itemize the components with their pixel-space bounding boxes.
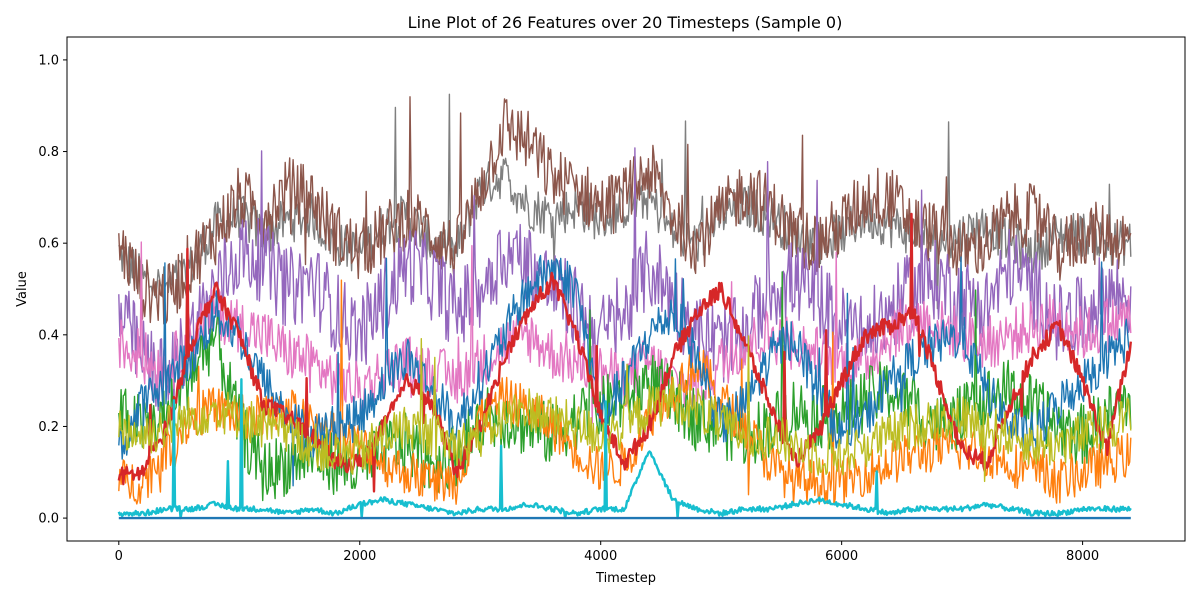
x-tick-label: 6000 bbox=[825, 549, 858, 564]
x-tick-label: 4000 bbox=[584, 549, 617, 564]
x-tick-label: 0 bbox=[115, 549, 123, 564]
x-tick-label: 8000 bbox=[1066, 549, 1099, 564]
series-layer bbox=[117, 93, 1132, 520]
series-line-7 bbox=[118, 254, 1132, 487]
x-tick-label: 2000 bbox=[343, 549, 376, 564]
x-axis-title: Timestep bbox=[595, 571, 656, 586]
y-tick-label: 0.2 bbox=[38, 420, 59, 435]
series-line-10 bbox=[117, 378, 1132, 520]
series-line-3 bbox=[118, 147, 1132, 412]
series-line-2 bbox=[118, 96, 1132, 325]
x-axis: 0 2000 4000 6000 8000 bbox=[115, 541, 1099, 564]
series-line-8 bbox=[117, 212, 1132, 493]
y-tick-label: 1.0 bbox=[38, 53, 59, 68]
y-axis: 0.0 0.2 0.4 0.6 0.8 1.0 bbox=[38, 53, 67, 527]
y-tick-label: 0.6 bbox=[38, 237, 59, 252]
plot-frame bbox=[66, 36, 1186, 542]
y-tick-label: 0.4 bbox=[38, 328, 59, 343]
y-tick-label: 0.8 bbox=[38, 145, 59, 160]
chart-title: Line Plot of 26 Features over 20 Timeste… bbox=[408, 13, 843, 32]
series-line-5 bbox=[118, 271, 1132, 502]
series-line-9 bbox=[118, 335, 1132, 483]
y-tick-label: 0.0 bbox=[38, 512, 59, 527]
y-axis-title: Value bbox=[15, 271, 30, 307]
